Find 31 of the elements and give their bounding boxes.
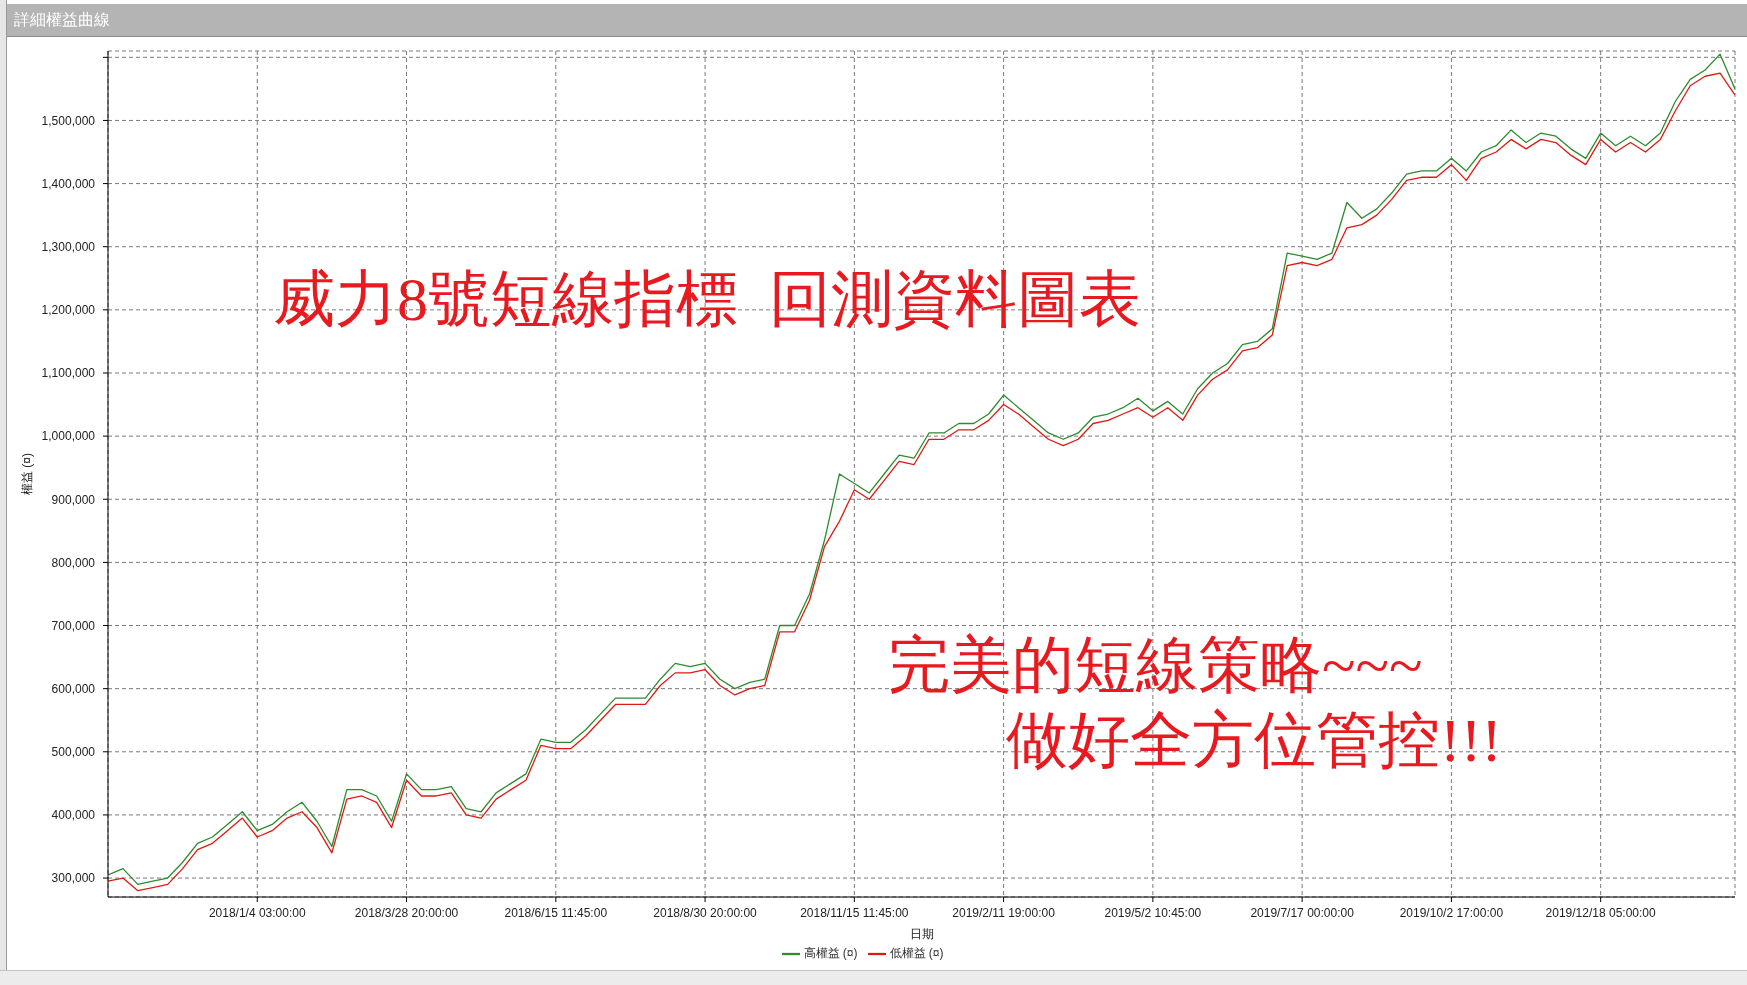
y-tick-label: 1,400,000 bbox=[41, 176, 96, 191]
y-tick-label: 700,000 bbox=[51, 618, 96, 633]
x-tick-label: 2019/5/2 10:45:00 bbox=[1104, 905, 1202, 920]
annotation: 威力8號短線指標 回測資料圖表 bbox=[273, 264, 1141, 334]
y-tick-label: 900,000 bbox=[51, 492, 96, 507]
x-tick-label: 2019/12/18 05:00:00 bbox=[1545, 905, 1657, 920]
x-tick-label: 2018/11/15 11:45:00 bbox=[800, 905, 909, 920]
x-tick-label: 2018/8/30 20:00:00 bbox=[653, 905, 758, 920]
y-tick-label: 800,000 bbox=[51, 555, 96, 570]
x-tick-label: 2019/7/17 00:00:00 bbox=[1250, 905, 1355, 920]
chart-title: 詳細權益曲線 bbox=[14, 10, 110, 30]
annotation: 做好全方位管控!!! bbox=[1006, 705, 1502, 775]
y-tick-label: 600,000 bbox=[51, 681, 96, 696]
y-tick-label: 1,100,000 bbox=[41, 366, 96, 381]
legend-label: 高權益 (¤) bbox=[803, 946, 858, 961]
y-tick-label: 1,200,000 bbox=[41, 303, 96, 318]
x-tick-label: 2019/2/11 19:00:00 bbox=[952, 905, 1056, 920]
y-tick-label: 500,000 bbox=[51, 745, 96, 760]
x-tick-label: 2018/3/28 20:00:00 bbox=[354, 905, 459, 920]
y-tick-label: 1,300,000 bbox=[41, 239, 96, 254]
legend-label: 低權益 (¤) bbox=[889, 946, 944, 961]
y-axis-title: 權益 (¤) bbox=[20, 453, 34, 495]
x-tick-label: 2019/10/2 17:00:00 bbox=[1399, 905, 1504, 920]
x-tick-label: 2018/1/4 03:00:00 bbox=[208, 905, 306, 920]
annotation: 完美的短線策略~~~ bbox=[888, 630, 1423, 700]
y-tick-label: 1,500,000 bbox=[41, 113, 96, 128]
y-tick-label: 400,000 bbox=[51, 808, 96, 823]
y-tick-label: 1,000,000 bbox=[41, 429, 96, 444]
x-tick-label: 2018/6/15 11:45:00 bbox=[504, 905, 608, 920]
x-axis-title: 日期 bbox=[909, 927, 934, 941]
y-tick-label: 300,000 bbox=[51, 871, 96, 886]
